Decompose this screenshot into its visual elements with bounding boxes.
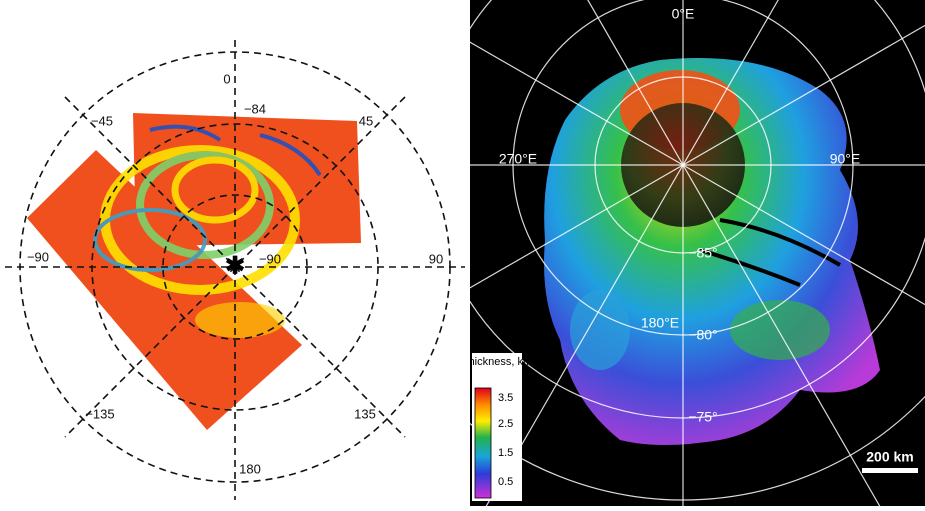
- legend: Thickness, km 3.5 2.5 1.5 0.5: [462, 353, 532, 501]
- latitude-label: −90: [259, 251, 281, 266]
- legend-tick: 1.5: [498, 447, 513, 459]
- longitude-label: 270°E: [499, 151, 537, 167]
- longitude-label: 180: [239, 461, 261, 476]
- legend-title: Thickness, km: [462, 356, 532, 368]
- legend-tick: 0.5: [498, 476, 513, 488]
- longitude-label: 0°E: [672, 6, 695, 22]
- legend-tick: 3.5: [498, 392, 513, 404]
- longitude-label: 90: [429, 251, 443, 266]
- swirl: [93, 124, 322, 338]
- latitude-label: −80°: [688, 327, 717, 343]
- latitude-label: −75°: [688, 409, 717, 425]
- longitude-label: −45: [91, 113, 113, 128]
- longitude-label: 0: [223, 71, 230, 86]
- graticule: [5, 40, 465, 500]
- longitude-label: −135: [85, 406, 114, 421]
- scale-bar: 200 km: [862, 449, 918, 473]
- longitude-label: 135: [354, 406, 376, 421]
- longitude-label: 180°E: [641, 315, 679, 331]
- longitude-label: 90°E: [830, 151, 861, 167]
- left-map: ✱ 0 −84 45 −45 −90 90 −90 −135 135 180: [5, 40, 465, 500]
- scale-label: 200 km: [866, 449, 913, 465]
- right-map: 0°E 270°E 90°E −85° 180°E −80° −75° Thic…: [462, 0, 925, 506]
- legend-tick: 2.5: [498, 418, 513, 430]
- latitude-label: −85°: [688, 245, 717, 261]
- latitude-label: −84: [244, 101, 266, 116]
- pole-marker: ✱: [225, 252, 245, 279]
- graticule: [470, 0, 925, 506]
- longitude-label: 45: [359, 113, 373, 128]
- longitude-label: −90: [27, 249, 49, 264]
